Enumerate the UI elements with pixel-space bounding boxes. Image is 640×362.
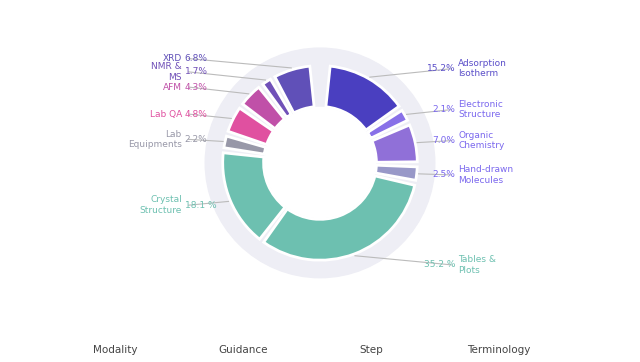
Wedge shape: [326, 66, 399, 130]
Text: 2.5%: 2.5%: [433, 171, 455, 180]
Text: 4.8%: 4.8%: [185, 110, 207, 119]
Text: Lab
Equipments: Lab Equipments: [128, 130, 182, 149]
Text: 15.2%: 15.2%: [427, 64, 455, 73]
Circle shape: [264, 108, 376, 218]
Text: Terminology: Terminology: [467, 345, 531, 355]
Text: AFM: AFM: [163, 83, 182, 92]
Wedge shape: [223, 153, 285, 239]
Wedge shape: [376, 165, 417, 180]
Circle shape: [205, 48, 435, 278]
Wedge shape: [243, 87, 284, 129]
Wedge shape: [372, 125, 417, 162]
Text: Hand-drawn
Molecules: Hand-drawn Molecules: [458, 165, 513, 185]
Text: Organic
Chemistry: Organic Chemistry: [458, 131, 504, 150]
Text: Electronic
Structure: Electronic Structure: [458, 100, 503, 119]
Wedge shape: [228, 108, 273, 144]
Text: 7.0%: 7.0%: [432, 136, 455, 145]
Text: 1.7%: 1.7%: [185, 67, 208, 76]
Text: 6.8%: 6.8%: [185, 54, 208, 63]
Text: Step: Step: [359, 345, 383, 355]
Text: 2.2%: 2.2%: [185, 135, 207, 144]
Text: XRD: XRD: [163, 54, 182, 63]
Text: Crystal
Structure: Crystal Structure: [140, 195, 182, 215]
Wedge shape: [367, 110, 408, 138]
Text: 4.3%: 4.3%: [185, 83, 207, 92]
Text: NMR &
MS: NMR & MS: [151, 62, 182, 81]
Text: 18.1 %: 18.1 %: [185, 201, 216, 210]
Text: 35.2 %: 35.2 %: [424, 260, 455, 269]
Wedge shape: [264, 176, 415, 260]
Text: Modality: Modality: [93, 345, 138, 355]
Wedge shape: [224, 136, 266, 154]
Wedge shape: [263, 79, 291, 117]
Text: 2.1%: 2.1%: [433, 105, 455, 114]
Text: Guidance: Guidance: [218, 345, 268, 355]
Wedge shape: [275, 66, 314, 113]
Text: Lab QA: Lab QA: [150, 110, 182, 119]
Text: Tables &
Plots: Tables & Plots: [458, 255, 496, 274]
Text: Adsorption
Isotherm: Adsorption Isotherm: [458, 59, 507, 79]
